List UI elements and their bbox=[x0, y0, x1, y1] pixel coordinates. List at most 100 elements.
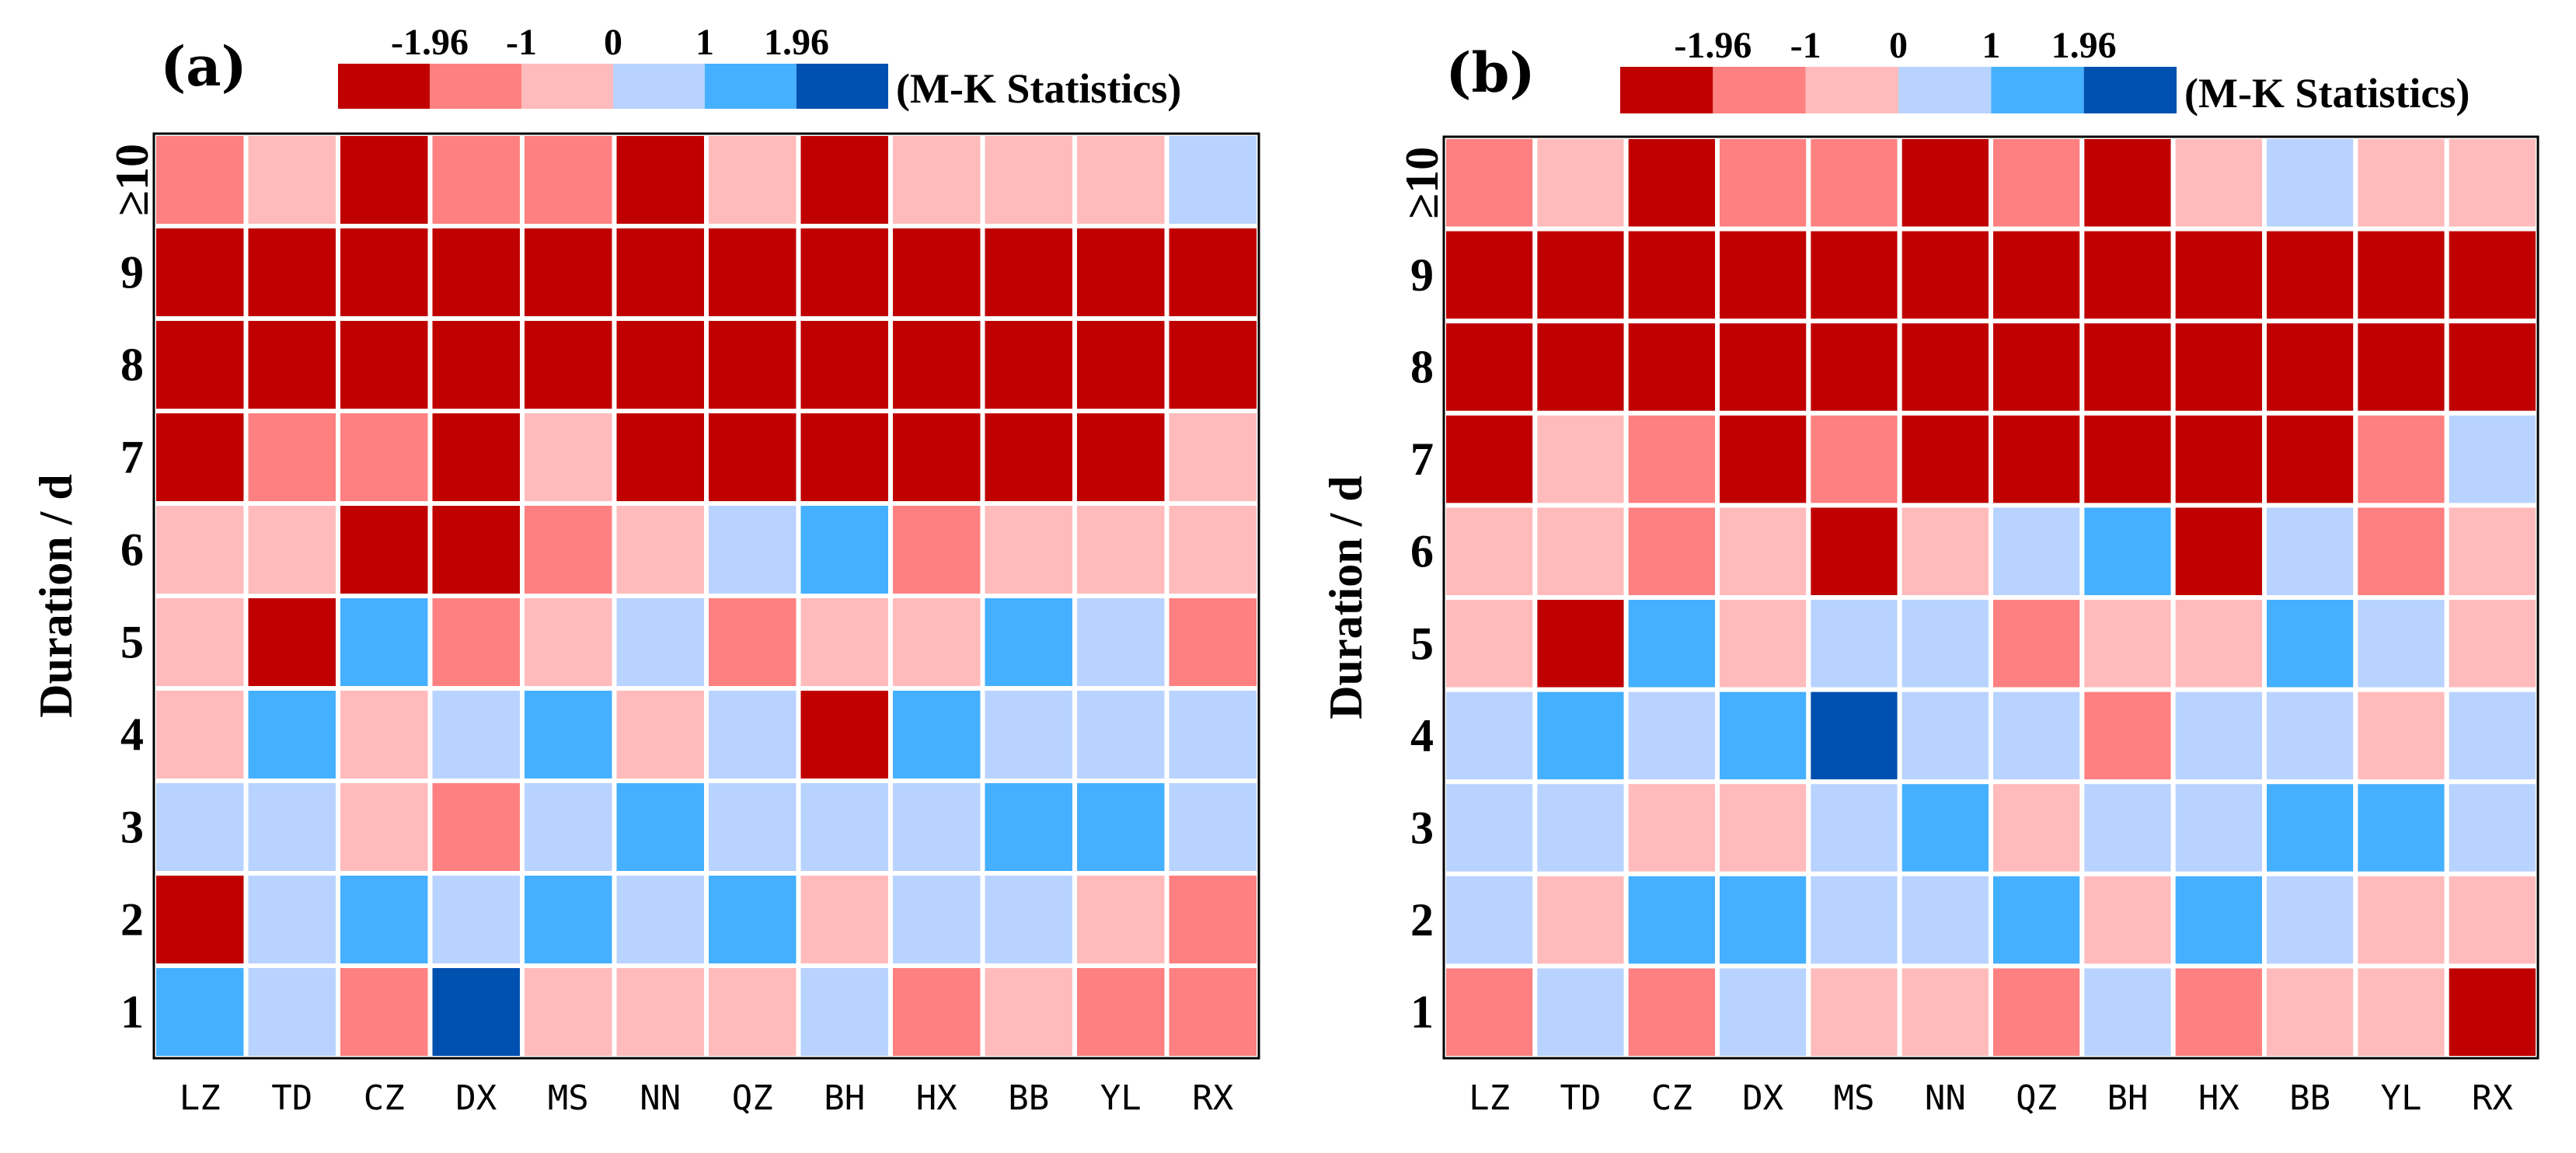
heatmap-cell-2-BB bbox=[980, 871, 1077, 968]
y-tick-label: 9 bbox=[1410, 249, 1434, 301]
heatmap-cell-9-RX bbox=[1164, 224, 1261, 321]
heatmap-cell-8-CZ bbox=[1623, 319, 1720, 416]
x-tick-label: QZ bbox=[732, 1078, 773, 1118]
heatmap-cell-1-DX bbox=[1715, 963, 1811, 1061]
heatmap-cell-4-RX bbox=[1164, 686, 1261, 783]
heatmap-cell-9-RX bbox=[2444, 226, 2541, 324]
heatmap-cell-9-BB bbox=[2262, 226, 2358, 324]
y-axis-label: Duration / d bbox=[1320, 475, 1372, 719]
heatmap-cell-1-LZ bbox=[1441, 963, 1538, 1061]
x-tick-label: BB bbox=[2289, 1078, 2330, 1118]
heatmap-cell-1-HX bbox=[2170, 963, 2268, 1061]
heatmap-cell-8-MS bbox=[520, 316, 617, 413]
heatmap-cell-1-HX bbox=[888, 963, 985, 1061]
heatmap-cell-6-NN bbox=[612, 501, 709, 598]
heatmap-cell-7-TD bbox=[243, 409, 340, 506]
heatmap-cell-5-NN bbox=[612, 594, 709, 691]
colorbar-tick-label: 1 bbox=[1982, 25, 2000, 66]
heatmap-cell-1-TD bbox=[243, 963, 340, 1061]
colorbar-tick-label: -1.96 bbox=[391, 22, 469, 63]
heatmap-cell-ge10-DX bbox=[1715, 134, 1811, 232]
heatmap-cell-6-TD bbox=[1532, 503, 1629, 601]
x-tick-label: CZ bbox=[1651, 1078, 1692, 1118]
heatmap-cell-4-MS bbox=[1806, 687, 1902, 785]
heatmap-cell-ge10-NN bbox=[612, 131, 709, 228]
heatmap-cell-8-QZ bbox=[1989, 319, 2085, 416]
heatmap-cell-8-TD bbox=[1532, 319, 1629, 416]
plot-frame bbox=[1442, 135, 2539, 1060]
heatmap-cell-2-CZ bbox=[336, 871, 433, 968]
y-tick-label: 8 bbox=[120, 340, 144, 391]
x-tick-label: NN bbox=[640, 1078, 681, 1118]
heatmap-cell-5-RX bbox=[1164, 594, 1261, 691]
heatmap-cell-1-LZ bbox=[152, 963, 249, 1061]
heatmap-cell-5-BB bbox=[2262, 595, 2358, 692]
colorbar-block-light-blue bbox=[613, 64, 705, 109]
heatmap-cell-8-DX bbox=[1715, 319, 1811, 416]
heatmap-cell-7-BB bbox=[2262, 410, 2358, 508]
heatmap-cell-6-RX bbox=[1164, 501, 1261, 598]
heatmap-cell-7-QZ bbox=[1989, 410, 2085, 508]
y-tick-label: ≥10 bbox=[106, 144, 158, 216]
heatmap-cell-8-YL bbox=[2353, 319, 2449, 416]
y-tick-label: 2 bbox=[1410, 894, 1434, 946]
heatmap-cell-7-LZ bbox=[1441, 410, 1538, 508]
x-tick-label: MS bbox=[1834, 1078, 1875, 1118]
heatmap-cell-2-BH bbox=[2079, 871, 2176, 969]
heatmap-cell-5-BB bbox=[980, 594, 1077, 691]
heatmap-cell-9-NN bbox=[612, 224, 709, 321]
heatmap-cell-5-MS bbox=[1806, 595, 1902, 692]
heatmap-cell-6-DX bbox=[427, 501, 525, 598]
heatmap-cell-8-RX bbox=[1164, 316, 1261, 413]
heatmap-cell-2-YL bbox=[1072, 871, 1169, 968]
x-tick-label: BH bbox=[2107, 1078, 2149, 1118]
heatmap-cell-4-NN bbox=[612, 686, 709, 783]
heatmap-cell-3-NN bbox=[1897, 779, 1994, 876]
heatmap-cell-2-HX bbox=[2170, 871, 2268, 969]
heatmap-cell-2-NN bbox=[612, 871, 709, 968]
heatmap-cell-1-DX bbox=[427, 963, 525, 1061]
x-tick-label: CZ bbox=[364, 1078, 405, 1118]
colorbar-block-pink bbox=[1805, 67, 1898, 113]
colorbar-block-light-blue bbox=[1898, 67, 1992, 113]
heatmap-cell-ge10-CZ bbox=[336, 131, 433, 228]
heatmap-cell-2-MS bbox=[1806, 871, 1902, 969]
x-tick-label: TD bbox=[1560, 1078, 1602, 1118]
heatmap-cell-2-DX bbox=[1715, 871, 1811, 969]
heatmap-cell-9-DX bbox=[427, 224, 525, 321]
y-tick-label: 6 bbox=[1410, 526, 1434, 577]
y-tick-label: 3 bbox=[1410, 803, 1434, 854]
heatmap-cell-3-YL bbox=[1072, 779, 1169, 876]
x-tick-label: TD bbox=[271, 1078, 312, 1118]
heatmap-cell-3-HX bbox=[888, 779, 985, 876]
heatmap-cell-7-NN bbox=[612, 409, 709, 506]
heatmap-cell-4-TD bbox=[243, 686, 340, 783]
heatmap-cell-4-MS bbox=[520, 686, 617, 783]
heatmap-cell-ge10-QZ bbox=[1989, 134, 2085, 232]
heatmap-cell-5-DX bbox=[427, 594, 525, 691]
heatmap-cell-9-YL bbox=[2353, 226, 2449, 324]
heatmap-cell-7-HX bbox=[2170, 410, 2268, 508]
y-tick-label: 5 bbox=[1410, 618, 1434, 669]
heatmap-cell-7-BH bbox=[2079, 410, 2176, 508]
heatmap-cell-9-NN bbox=[1897, 226, 1994, 324]
x-tick-label: RX bbox=[2472, 1078, 2513, 1118]
y-tick-label: 7 bbox=[120, 432, 144, 483]
heatmap-cell-2-YL bbox=[2353, 871, 2449, 969]
heatmap-cell-4-YL bbox=[2353, 687, 2449, 785]
heatmap-cell-6-HX bbox=[2170, 503, 2268, 601]
heatmap-cell-ge10-DX bbox=[427, 131, 525, 228]
heatmap-cell-9-MS bbox=[1806, 226, 1902, 324]
heatmap-cell-5-DX bbox=[1715, 595, 1811, 692]
colorbar-block-dark-blue bbox=[2083, 67, 2177, 113]
heatmap-cell-1-NN bbox=[1897, 963, 1994, 1061]
heatmap-cell-3-LZ bbox=[1441, 779, 1538, 876]
heatmap-cell-3-DX bbox=[427, 779, 525, 876]
colorbar-block-blue bbox=[1991, 67, 2084, 113]
heatmap-cell-2-NN bbox=[1897, 871, 1994, 969]
heatmap-cell-9-BH bbox=[796, 224, 893, 321]
heatmap-cell-3-BB bbox=[2262, 779, 2358, 876]
heatmap-cell-6-BB bbox=[980, 501, 1077, 598]
heatmap-cell-5-TD bbox=[1532, 595, 1629, 692]
x-tick-label: LZ bbox=[1469, 1078, 1510, 1118]
